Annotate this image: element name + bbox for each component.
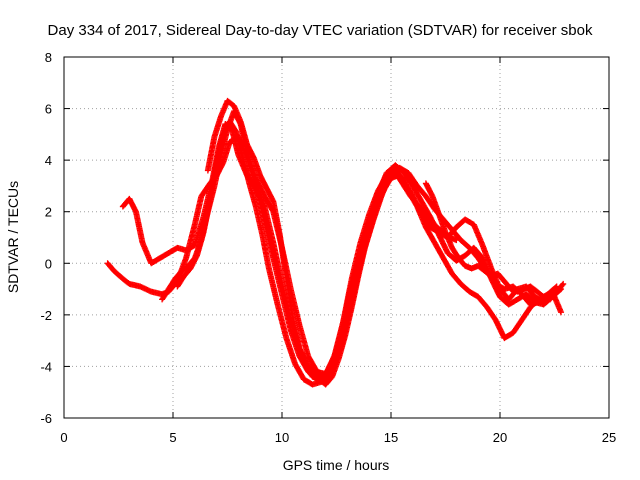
x-tick-label: 0 xyxy=(60,430,67,445)
y-tick-label: 6 xyxy=(45,102,52,117)
x-tick-label: 20 xyxy=(493,430,507,445)
plot-frame xyxy=(63,56,610,419)
x-tick-label: 15 xyxy=(384,430,398,445)
y-tick-label: 2 xyxy=(45,205,52,220)
series-track-d xyxy=(174,118,560,388)
data-point xyxy=(453,237,460,244)
y-tick-label: -4 xyxy=(40,359,52,374)
x-axis-label: GPS time / hours xyxy=(283,457,390,473)
x-tick-label: 25 xyxy=(602,430,616,445)
y-tick-label: 0 xyxy=(45,256,52,271)
y-tick-label: -6 xyxy=(40,411,52,426)
data-marks xyxy=(104,97,567,388)
y-tick-label: 8 xyxy=(45,50,52,65)
x-tick-label: 10 xyxy=(275,430,289,445)
data-point xyxy=(558,309,565,316)
y-tick-label: -2 xyxy=(40,308,52,323)
series-track-f xyxy=(422,180,567,303)
axis-ticks: 0 5 10 15 20 25 -6 -4 -2 0 2 4 6 8 xyxy=(40,50,616,445)
data-point xyxy=(559,281,566,288)
chart-title: Day 334 of 2017, Sidereal Day-to-day VTE… xyxy=(48,22,593,39)
data-point xyxy=(560,280,567,287)
y-tick-label: 4 xyxy=(45,153,52,168)
y-axis-label: SDTVAR / TECUs xyxy=(5,181,21,293)
x-tick-label: 5 xyxy=(169,430,176,445)
series-track-e xyxy=(204,97,460,388)
